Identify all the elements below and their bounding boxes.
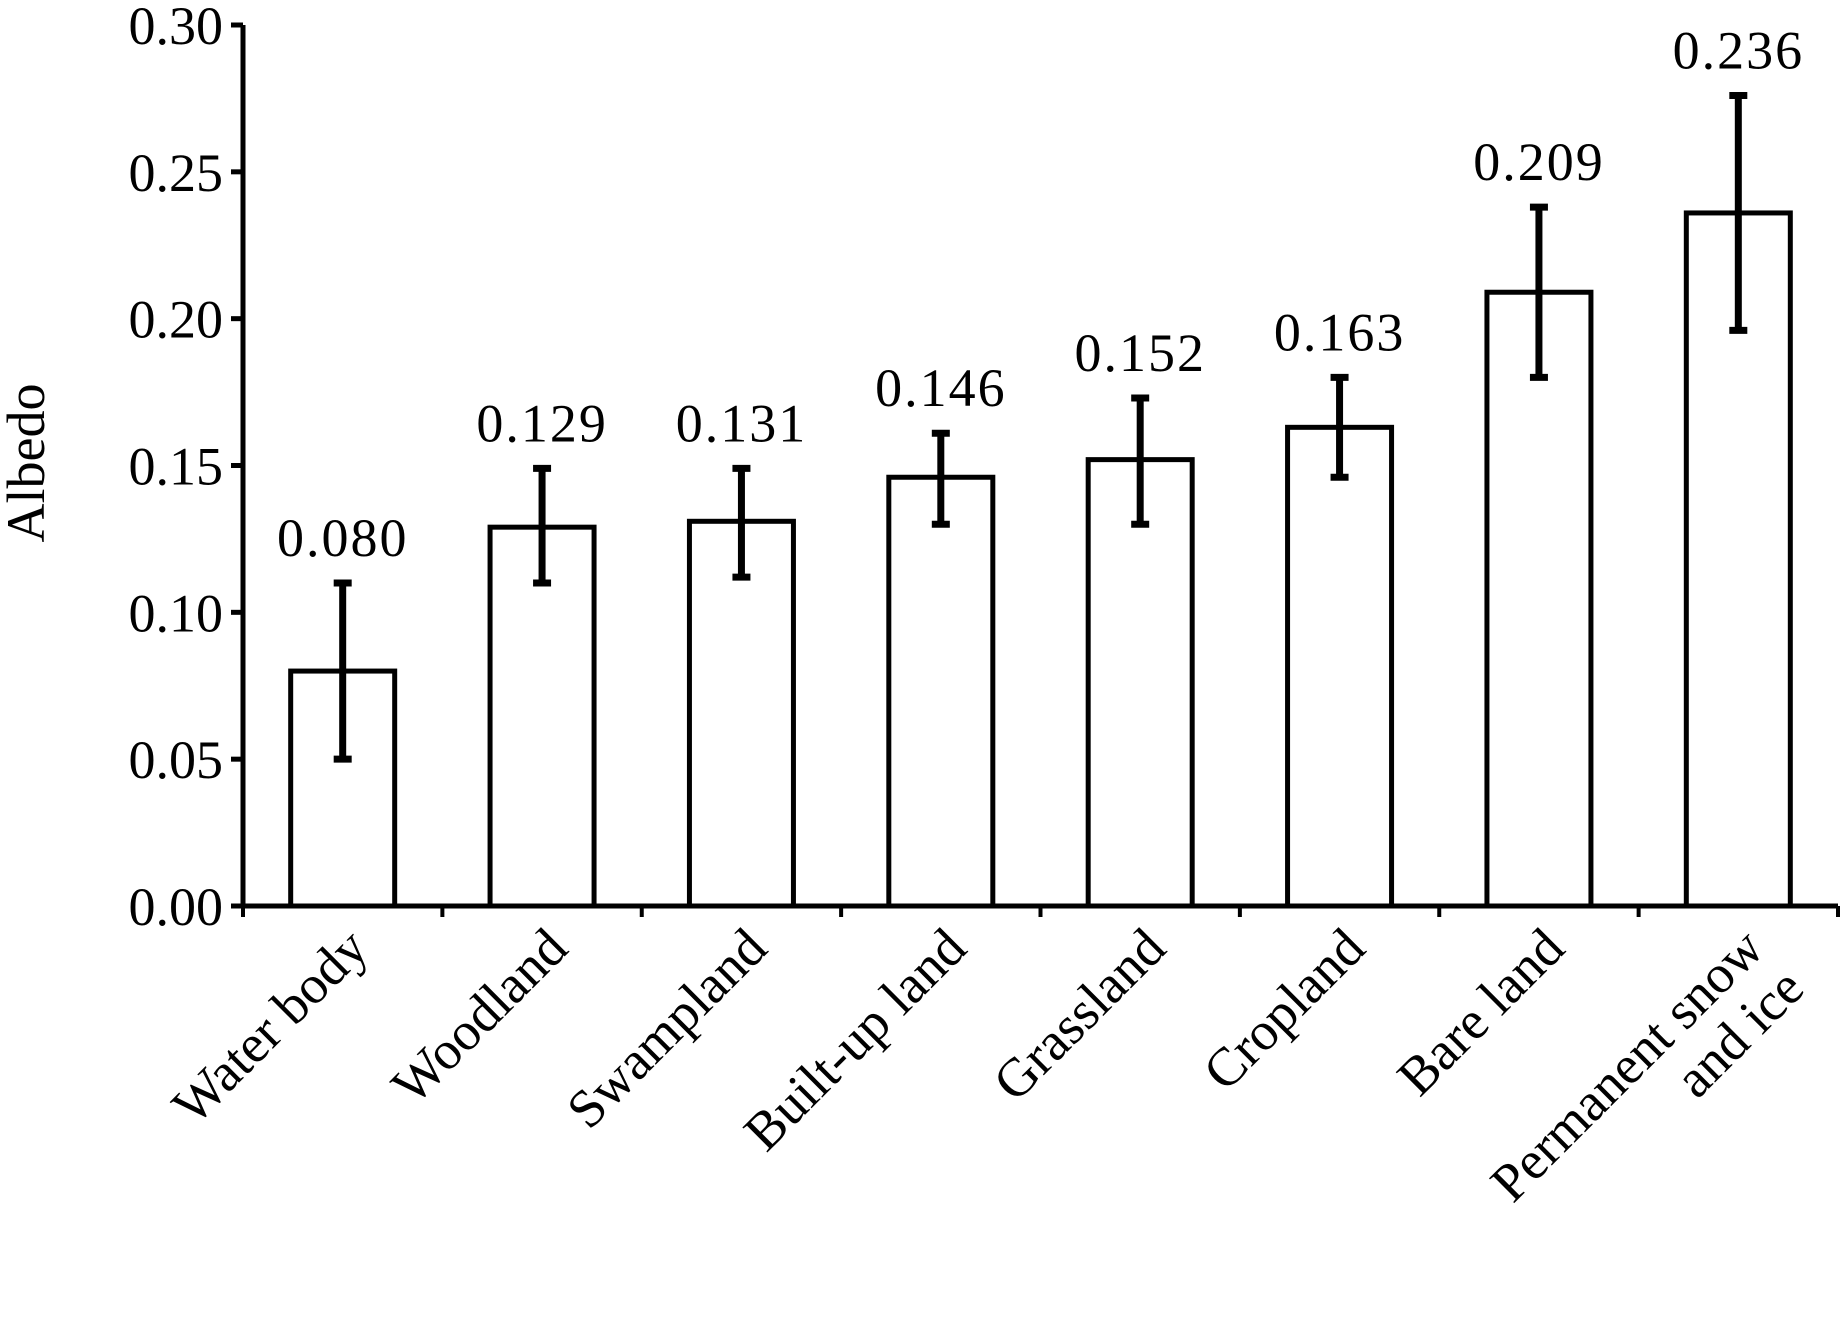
- category-label-line: Grassland: [982, 917, 1177, 1112]
- category-label-line: Water body: [161, 917, 380, 1136]
- bars-group: [288, 210, 1793, 909]
- data-label: 0.236: [1673, 20, 1805, 80]
- y-tick-label: 0.20: [129, 290, 224, 350]
- y-tick-label: 0.25: [129, 143, 224, 203]
- error-bars-group: [333, 91, 1748, 763]
- bar: [1285, 424, 1395, 909]
- category-label: Bare land: [1386, 917, 1576, 1107]
- y-tick-label: 0.00: [129, 877, 224, 937]
- data-label: 0.146: [875, 358, 1007, 418]
- category-label: Grassland: [982, 917, 1177, 1112]
- data-labels-group: 0.080 0.129 0.131 0.146 0.152 0.163 0.209 0.236: [277, 20, 1805, 568]
- y-tick-label: 0.30: [129, 0, 224, 56]
- data-label: 0.209: [1473, 132, 1605, 192]
- y-tick-labels-group: 0.00 0.05 0.10 0.15 0.20 0.25 0.30: [129, 0, 224, 937]
- y-tick-label: 0.10: [129, 583, 224, 643]
- data-label: 0.131: [676, 393, 808, 453]
- y-axis-title: Albedo: [0, 384, 56, 543]
- data-label: 0.129: [476, 393, 608, 453]
- bar: [886, 474, 996, 909]
- category-label: Cropland: [1192, 917, 1377, 1102]
- y-tick-label: 0.05: [129, 730, 224, 790]
- category-label: Woodland: [380, 917, 578, 1115]
- data-label: 0.163: [1274, 302, 1406, 362]
- data-label: 0.080: [277, 508, 409, 568]
- bar: [1484, 289, 1594, 909]
- category-label-line: Woodland: [380, 917, 578, 1115]
- category-label-line: Cropland: [1192, 917, 1377, 1102]
- category-label: Water body: [161, 917, 380, 1136]
- data-label: 0.152: [1074, 323, 1206, 383]
- y-tick-label: 0.15: [129, 437, 224, 497]
- category-label-line: Bare land: [1386, 917, 1576, 1107]
